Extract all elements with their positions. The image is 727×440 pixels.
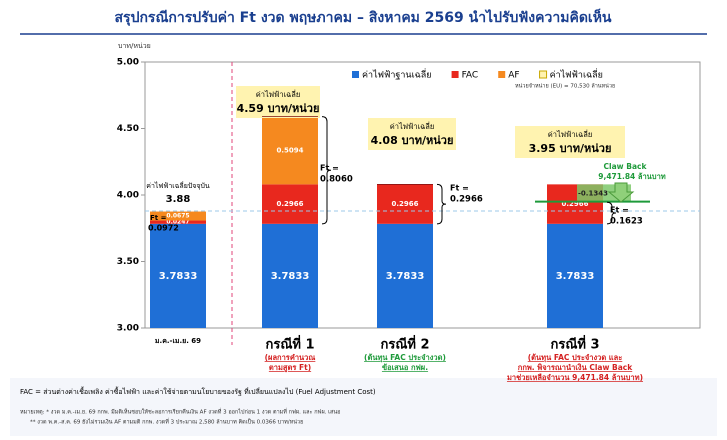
y-tick-label: 5.00 [117, 58, 139, 68]
legend-label: FAC [462, 71, 479, 81]
claw-back-arrow [607, 182, 635, 203]
claw-back-amount: 9,471.84 ล้านบาท [598, 172, 666, 181]
category-note: ตามสูตร Ft) [269, 363, 311, 373]
average-caption: ค่าไฟฟ้าเฉลี่ย [256, 89, 301, 99]
category-note: (ต้นทุน FAC ประจำงวด) [364, 353, 446, 362]
category-note: (ผลการคำนวณ [265, 353, 316, 362]
category-note: (ต้นทุน FAC ประจำงวด และ [528, 353, 623, 362]
x-tick-label: กรณีที่ 1 [265, 335, 314, 353]
bar-segment [377, 223, 433, 328]
value-label: 0.5094 [276, 146, 303, 154]
ft-value: 0.2966 [450, 195, 483, 205]
bar-segment [377, 184, 433, 224]
value-label: 0.0247 [166, 219, 189, 226]
ft-prefix: Ft = [450, 184, 469, 193]
ft-value: 0.0972 [148, 224, 179, 233]
x-tick-label: กรณีที่ 3 [550, 335, 599, 353]
average-value: 4.08 บาท/หน่วย [371, 134, 454, 147]
ft-brace [436, 183, 447, 225]
value-label: 3.7833 [159, 271, 198, 282]
legend-swatch [539, 70, 548, 79]
eu-note: หน่วยจำหน่าย (EU) = 70,530 ล้านหน่วย [515, 83, 615, 90]
x-tick-label: กรณีที่ 2 [380, 335, 429, 353]
ft-brace [606, 201, 617, 225]
footer-line: ** งวด พ.ค.-ส.ค. 69 ยังไม่รวมเงิน AF ตาม… [30, 418, 303, 426]
y-tick-label: 4.50 [117, 124, 139, 134]
ft-brace [321, 116, 332, 225]
average-value: 3.88 [166, 194, 191, 205]
claw-back-label: Claw Back [604, 162, 648, 171]
legend-swatch [451, 71, 459, 78]
footer-box [10, 378, 717, 436]
legend-label: ค่าไฟฟ้าฐานเฉลี่ย [362, 68, 432, 81]
chart-title: สรุปกรณีการปรับค่า Ft งวด พฤษภาคม – สิงห… [115, 8, 612, 26]
average-callout [515, 126, 625, 158]
bar-segment [262, 116, 318, 185]
category-note: ข้อเสนอ กฟผ. [382, 363, 428, 372]
bar-segment [262, 223, 318, 328]
average-value: 4.59 บาท/หน่วย [237, 102, 320, 115]
value-label: 0.0675 [166, 213, 189, 220]
average-callout [236, 86, 320, 118]
y-tick-label: 4.00 [117, 191, 139, 201]
bar-segment [150, 223, 206, 328]
value-label: -0.1343 [578, 189, 608, 197]
value-label: 0.2966 [276, 200, 303, 208]
average-caption: ค่าไฟฟ้าเฉลี่ย [390, 121, 435, 131]
y-tick-label: 3.00 [117, 324, 139, 334]
bar-segment [547, 223, 603, 328]
ft-value: 0.8060 [320, 175, 353, 185]
value-label: 3.7833 [271, 271, 310, 282]
value-label: 3.7833 [386, 271, 425, 282]
bar-segment [150, 211, 206, 221]
average-value: 3.95 บาท/หน่วย [529, 142, 612, 155]
bar-segment [150, 220, 206, 224]
category-note: กกพ. พิจารณานำเงิน Claw Back [518, 363, 633, 372]
ft-prefix: Ft = [610, 206, 629, 215]
value-label: 0.2966 [391, 200, 418, 208]
footer-line: FAC = ส่วนต่างค่าเชื้อเพลิง ค่าซื้อไฟฟ้า… [20, 385, 376, 396]
footer-line: หมายเหตุ: * งวด ม.ค.-เม.ย. 69 กกพ. มีมติ… [20, 408, 340, 416]
legend-label: AF [508, 71, 519, 81]
ft-prefix: Ft = [150, 214, 167, 222]
value-label: 0.2966 [561, 200, 588, 208]
x-tick-label: ม.ค.-เม.ย. 69 [155, 337, 201, 345]
y-axis-label: บาท/หน่วย [118, 42, 151, 50]
ft-prefix: Ft = [320, 164, 339, 173]
category-note: มาช่วยเหลือจำนวน 9,471.84 ล้านบาท) [507, 373, 643, 382]
average-caption: ค่าไฟฟ้าเฉลี่ยปัจจุบัน [146, 181, 210, 190]
ft-value: 0.1623 [610, 217, 643, 227]
legend-swatch [352, 71, 359, 78]
bar-segment [262, 184, 318, 224]
average-callout [368, 118, 456, 150]
average-caption: ค่าไฟฟ้าเฉลี่ย [548, 129, 593, 139]
legend-swatch [498, 71, 506, 78]
value-label: 3.7833 [556, 271, 595, 282]
legend-label: ค่าไฟฟ้าเฉลี่ย [550, 68, 603, 81]
y-tick-label: 3.50 [117, 257, 139, 267]
